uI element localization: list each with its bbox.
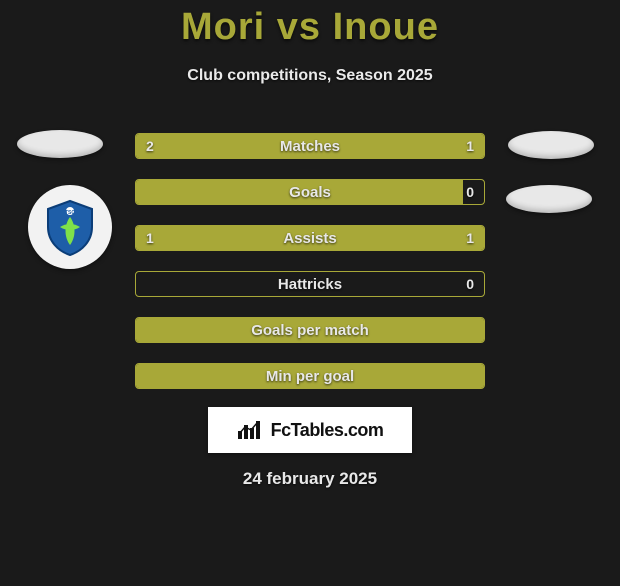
stat-right-value: 0 [466,276,474,292]
stat-label: Assists [283,230,336,247]
brand-text: FcTables.com [271,420,384,441]
stat-row: 0 Goals [135,179,485,205]
player-left-avatar [17,130,103,158]
chart-icon [237,419,265,441]
stat-label: Matches [280,138,340,155]
date-text: 24 february 2025 [0,469,620,489]
stat-row: 2 1 Matches [135,133,485,159]
stat-left-value: 1 [146,230,154,246]
stat-label: Min per goal [266,368,354,385]
stat-row: 1 1 Assists [135,225,485,251]
brand-box[interactable]: FcTables.com [208,407,412,453]
stat-label: Goals [289,184,331,201]
club-right-placeholder [506,185,592,213]
stat-row: Goals per match [135,317,485,343]
stat-right-value: 1 [466,138,474,154]
stat-label: Goals per match [251,322,369,339]
stat-row: 0 Hattricks [135,271,485,297]
subtitle: Club competitions, Season 2025 [0,67,620,85]
page-title: Mori vs Inoue [0,6,620,49]
stat-right-value: 0 [466,184,474,200]
stats-bars: 2 1 Matches 0 Goals 1 1 Assists 0 Hattricks Goals … [135,133,485,389]
stat-right-value: 1 [466,230,474,246]
club-left-crest: TSC [28,185,112,269]
stat-row: Min per goal [135,363,485,389]
stat-label: Hattricks [278,276,342,293]
player-right-avatar [508,131,594,159]
stat-left-value: 2 [146,138,154,154]
svg-text:TSC: TSC [65,210,75,216]
shield-icon: TSC [40,197,100,257]
